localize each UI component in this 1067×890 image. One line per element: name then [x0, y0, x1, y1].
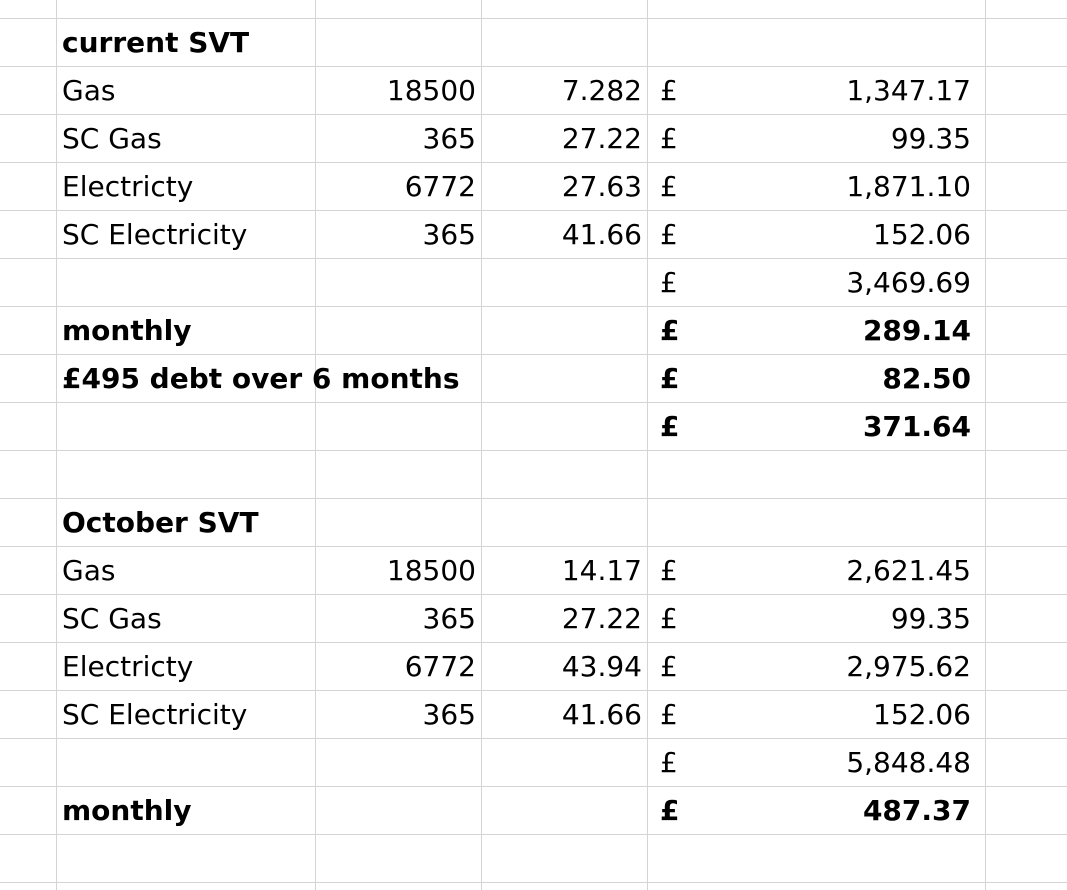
cell-qty[interactable]: 365 — [422, 218, 476, 251]
cell-monthly-label[interactable]: monthly — [62, 314, 192, 347]
section-title-current-svt[interactable]: current SVT — [62, 26, 250, 59]
row-divider — [0, 162, 1067, 163]
row-divider — [0, 690, 1067, 691]
cell-rate[interactable]: 27.22 — [561, 602, 642, 635]
cell-rate[interactable]: 27.63 — [561, 170, 642, 203]
cell-label[interactable]: SC Gas — [62, 122, 162, 155]
cell-debt-amount[interactable]: 82.50 — [882, 362, 971, 395]
cell-amount[interactable]: 2,621.45 — [846, 554, 971, 587]
cell-currency[interactable]: £ — [660, 650, 678, 683]
cell-qty[interactable]: 365 — [422, 602, 476, 635]
row-divider — [0, 114, 1067, 115]
row-divider — [0, 18, 1067, 19]
column-divider — [985, 0, 986, 890]
cell-currency[interactable]: £ — [660, 314, 680, 347]
cell-qty[interactable]: 365 — [422, 122, 476, 155]
cell-label[interactable]: Electricty — [62, 170, 194, 203]
row-divider — [0, 594, 1067, 595]
row-divider — [0, 402, 1067, 403]
cell-currency[interactable]: £ — [660, 122, 678, 155]
row-divider — [0, 258, 1067, 259]
cell-currency[interactable]: £ — [660, 410, 680, 443]
cell-debt-label[interactable]: £495 debt over 6 months — [62, 362, 460, 395]
column-divider — [56, 0, 57, 890]
cell-amount[interactable]: 2,975.62 — [846, 650, 971, 683]
cell-amount[interactable]: 99.35 — [890, 602, 971, 635]
cell-total-amount[interactable]: 5,848.48 — [846, 746, 971, 779]
row-divider — [0, 834, 1067, 835]
row-divider — [0, 642, 1067, 643]
row-divider — [0, 306, 1067, 307]
row-divider — [0, 66, 1067, 67]
cell-amount[interactable]: 99.35 — [890, 122, 971, 155]
cell-currency[interactable]: £ — [660, 554, 678, 587]
cell-rate[interactable]: 41.66 — [561, 218, 642, 251]
cell-qty[interactable]: 18500 — [386, 74, 476, 107]
cell-currency[interactable]: £ — [660, 794, 680, 827]
column-divider — [315, 0, 316, 890]
cell-qty[interactable]: 6772 — [404, 170, 476, 203]
cell-monthly-label[interactable]: monthly — [62, 794, 192, 827]
cell-label[interactable]: Gas — [62, 554, 116, 587]
cell-label[interactable]: SC Electricity — [62, 218, 248, 251]
row-divider — [0, 738, 1067, 739]
cell-total-amount[interactable]: 3,469.69 — [846, 266, 971, 299]
cell-amount[interactable]: 152.06 — [873, 698, 971, 731]
cell-currency[interactable]: £ — [660, 170, 678, 203]
cell-grand-total[interactable]: 371.64 — [862, 410, 971, 443]
cell-currency[interactable]: £ — [660, 746, 678, 779]
cell-amount[interactable]: 152.06 — [873, 218, 971, 251]
cell-label[interactable]: SC Gas — [62, 602, 162, 635]
cell-currency[interactable]: £ — [660, 698, 678, 731]
cell-monthly-amount[interactable]: 487.37 — [862, 794, 971, 827]
cell-currency[interactable]: £ — [660, 74, 678, 107]
cell-rate[interactable]: 27.22 — [561, 122, 642, 155]
cell-currency[interactable]: £ — [660, 266, 678, 299]
row-divider — [0, 786, 1067, 787]
row-divider — [0, 354, 1067, 355]
cell-qty[interactable]: 6772 — [404, 650, 476, 683]
cell-rate[interactable]: 7.282 — [561, 74, 642, 107]
cell-qty[interactable]: 18500 — [386, 554, 476, 587]
row-divider — [0, 498, 1067, 499]
cell-label[interactable]: Gas — [62, 74, 116, 107]
section-title-october-svt[interactable]: October SVT — [62, 506, 259, 539]
cell-amount[interactable]: 1,871.10 — [846, 170, 971, 203]
row-divider — [0, 882, 1067, 883]
cell-qty[interactable]: 365 — [422, 698, 476, 731]
cell-rate[interactable]: 14.17 — [561, 554, 642, 587]
cell-rate[interactable]: 43.94 — [561, 650, 642, 683]
column-divider — [481, 0, 482, 890]
cell-rate[interactable]: 41.66 — [561, 698, 642, 731]
cell-monthly-amount[interactable]: 289.14 — [862, 314, 971, 347]
row-divider — [0, 450, 1067, 451]
cell-currency[interactable]: £ — [660, 362, 680, 395]
column-divider — [647, 0, 648, 890]
row-divider — [0, 210, 1067, 211]
row-divider — [0, 546, 1067, 547]
cell-amount[interactable]: 1,347.17 — [846, 74, 971, 107]
cell-currency[interactable]: £ — [660, 218, 678, 251]
cell-currency[interactable]: £ — [660, 602, 678, 635]
cell-label[interactable]: SC Electricity — [62, 698, 248, 731]
cell-label[interactable]: Electricty — [62, 650, 194, 683]
